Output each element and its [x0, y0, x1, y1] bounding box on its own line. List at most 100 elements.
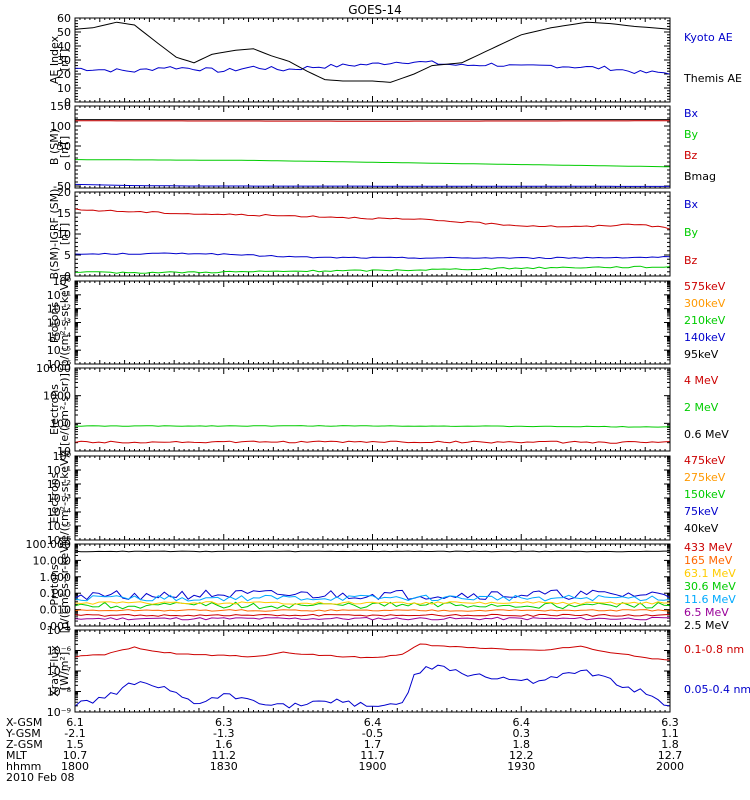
x-axis-table: X-GSM 6.1 6.3 6.4 6.4 6.3 Y-GSM -2.1 -1.3 -0.5 0.3… — [5, 716, 684, 784]
y-tick-label: 10⁰ — [53, 450, 72, 463]
y-axis-label: B (SM) — [48, 129, 61, 165]
y-axis-label: Xray Flux — [48, 645, 61, 697]
y-tick-label: 0 — [64, 96, 71, 109]
x-row-value: -1.3 — [213, 727, 234, 740]
series-electrons_high-2 — [75, 440, 670, 444]
y-axis-label: [nT] — [58, 136, 71, 158]
legend-entry: Bz — [684, 149, 698, 162]
y-tick-label: -50 — [53, 180, 71, 193]
x-row-value: 1.6 — [215, 738, 233, 751]
x-row-value: 6.3 — [215, 716, 233, 729]
panel-frame — [74, 191, 671, 277]
y-tick-label: 10 — [57, 445, 71, 458]
y-tick-label: 0 — [64, 270, 71, 283]
series-ae-1 — [75, 21, 670, 83]
y-tick-label: 10⁻⁵ — [47, 624, 71, 637]
x-row-value: 6.3 — [661, 716, 679, 729]
y-tick-label: 100 — [50, 417, 71, 430]
y-tick-label: 20 — [57, 186, 71, 199]
y-tick-label: 10⁻² — [47, 303, 71, 316]
panel-frame — [74, 105, 671, 189]
x-row-value: 12.2 — [509, 749, 534, 762]
y-tick-label: 10⁻³ — [47, 492, 71, 505]
x-row-value: 1930 — [507, 760, 535, 773]
y-axis-label: [e/(cm²-s-sr-keV)] — [58, 450, 71, 546]
legend-entry: 275keV — [684, 471, 726, 484]
x-row-value: 1.8 — [513, 738, 531, 751]
y-axis-label: [p/(cm²-s-sr-keV)] — [58, 537, 71, 634]
x-row-value: 1.7 — [364, 738, 382, 751]
legend-entry: 150keV — [684, 488, 726, 501]
series-bigrf-0 — [75, 208, 670, 230]
y-axis-label: Electrons — [48, 472, 61, 523]
legend-entry: 63.1 MeV — [684, 567, 736, 580]
y-tick-label: 150 — [50, 100, 71, 113]
y-tick-label: 10⁻⁴ — [47, 506, 72, 519]
y-tick-label: 40 — [57, 40, 71, 53]
x-row-value: 6.4 — [364, 716, 382, 729]
x-row-value: 2000 — [656, 760, 684, 773]
legend-entry: 0.1-0.8 nm — [684, 643, 744, 656]
y-tick-label: 10⁻⁶ — [47, 534, 72, 547]
y-axis-label: [nT] — [58, 49, 71, 71]
y-tick-label: 50 — [57, 26, 71, 39]
y-tick-label: 30 — [57, 54, 71, 67]
legend-entry: 475keV — [684, 454, 726, 467]
y-tick-label: 10⁻⁵ — [47, 344, 71, 357]
y-tick-label: 1.000 — [40, 571, 72, 584]
panel-bsm: -50 0 50 100 150 B (SM)[nT] Bx By Bz Bmag — [48, 100, 716, 193]
legend-entry: 6.5 MeV — [684, 606, 729, 619]
y-tick-label: 10⁻⁶ — [47, 358, 72, 371]
series-protons_high-1 — [75, 589, 670, 601]
panel-frame — [74, 629, 671, 713]
legend-entry: Bx — [684, 198, 699, 211]
series-xray-1 — [75, 664, 670, 709]
legend-entry: Bmag — [684, 170, 716, 183]
y-tick-label: 0.001 — [40, 620, 72, 633]
series-protons_high-2 — [75, 594, 670, 602]
y-axis-label: Protons — [48, 302, 61, 343]
series-protons_high-3 — [75, 601, 670, 610]
panel-frame — [74, 543, 671, 627]
y-tick-label: 5 — [64, 249, 71, 262]
y-tick-label: 15 — [57, 207, 71, 220]
x-row-value: 1800 — [61, 760, 89, 773]
x-row-value: -2.1 — [64, 727, 85, 740]
y-tick-label: 10.000 — [33, 554, 72, 567]
x-row-label: Z-GSM — [6, 738, 43, 751]
x-row-value: 12.7 — [658, 749, 683, 762]
y-tick-label: 100 — [50, 120, 71, 133]
series-bsm-2 — [75, 159, 670, 168]
y-tick-label: 50 — [57, 140, 71, 153]
legend-entry: Bz — [684, 254, 698, 267]
y-tick-label: 20 — [57, 68, 71, 81]
legend-entry: 575keV — [684, 280, 726, 293]
panel-frame — [74, 17, 671, 103]
series-protons_high-5 — [75, 609, 670, 612]
legend-entry: 165 MeV — [684, 554, 733, 567]
x-row-label: hhmm — [6, 760, 41, 773]
y-tick-label: 10⁻⁷ — [47, 665, 71, 678]
series-electrons_high-1 — [75, 425, 670, 428]
x-row-value: 1830 — [210, 760, 238, 773]
series-protons_high-7 — [75, 616, 670, 621]
legend-entry: Kyoto AE — [684, 31, 733, 44]
x-row-value: 1.8 — [661, 738, 679, 751]
y-axis-label: [W/m²] — [58, 652, 71, 690]
panel-frame — [74, 455, 671, 541]
y-tick-label: 100.000 — [26, 538, 72, 551]
y-tick-label: 10⁻⁴ — [47, 330, 72, 343]
y-tick-label: 10⁻³ — [47, 317, 71, 330]
y-axis-label: B(SM)-IGRF (SM) — [48, 189, 61, 280]
series-bigrf-1 — [75, 252, 670, 260]
y-axis-label: Protons — [48, 564, 61, 605]
y-tick-label: 10⁻¹ — [47, 464, 71, 477]
y-axis-label: Electrons — [48, 384, 61, 435]
x-row-value: 11.7 — [360, 749, 385, 762]
x-row-value: 10.7 — [63, 749, 88, 762]
x-row-label: MLT — [6, 749, 27, 762]
date-label: 2010 Feb 08 — [6, 771, 74, 784]
